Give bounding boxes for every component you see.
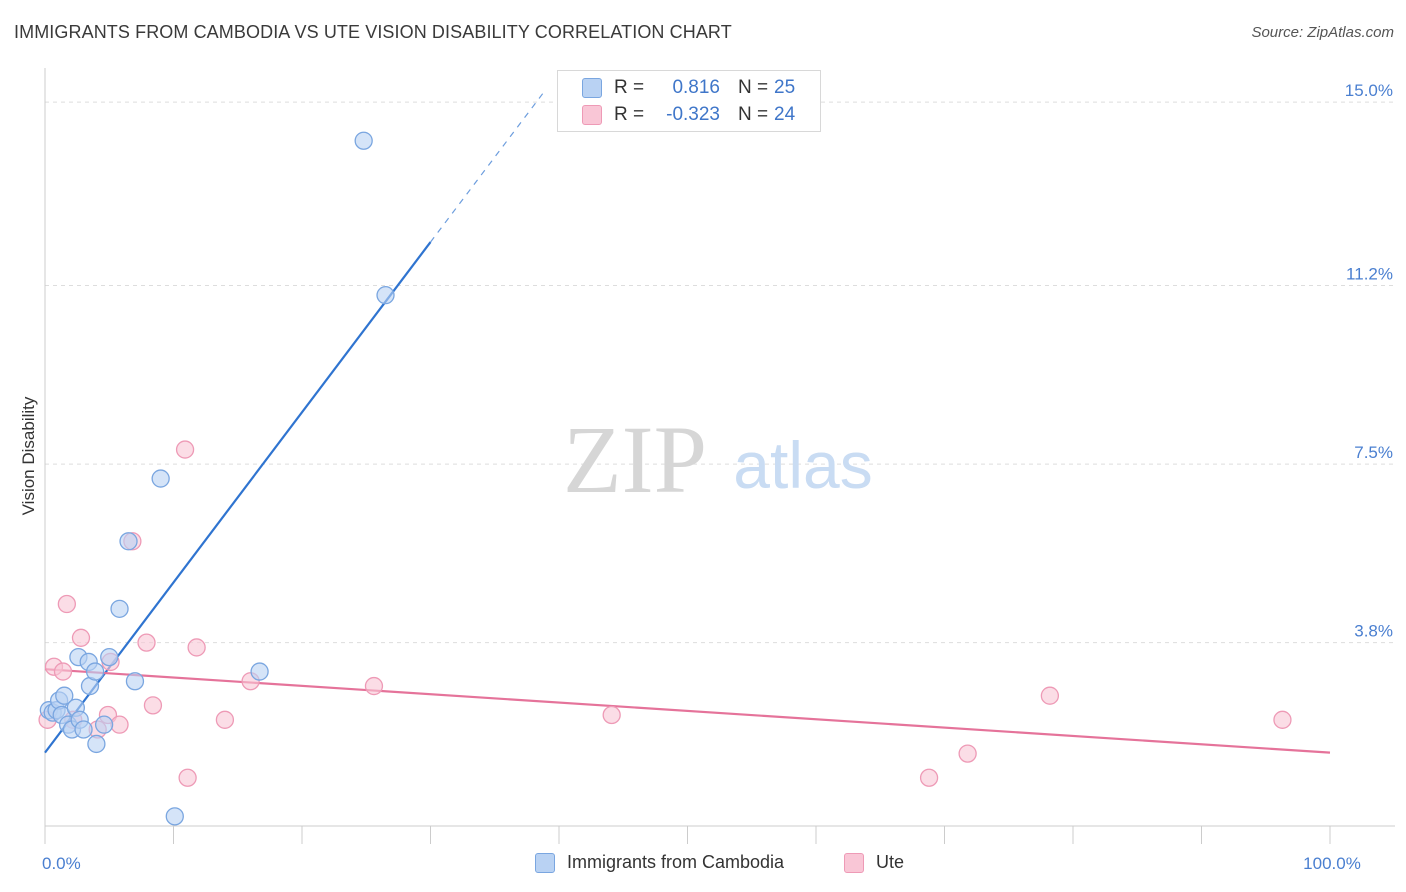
data-point-ute bbox=[71, 628, 91, 647]
source-credit: Source: ZipAtlas.com bbox=[1251, 24, 1394, 41]
data-point-ute bbox=[958, 744, 977, 763]
data-point-cambodia bbox=[87, 734, 106, 754]
gridlines bbox=[45, 101, 1395, 644]
chart-title: IMMIGRANTS FROM CAMBODIA VS UTE VISION D… bbox=[14, 22, 732, 42]
data-point-cambodia bbox=[55, 686, 74, 705]
watermark: ZIP atlas bbox=[563, 406, 873, 513]
legend-swatch-blue bbox=[535, 852, 555, 873]
series-legend: Immigrants from Cambodia Ute bbox=[0, 852, 1406, 878]
data-point-cambodia bbox=[74, 720, 93, 739]
data-point-cambodia bbox=[151, 469, 170, 488]
legend-n-label: N = bbox=[738, 104, 769, 125]
data-point-cambodia bbox=[100, 647, 119, 667]
data-point-ute bbox=[1040, 686, 1060, 705]
data-point-ute bbox=[175, 440, 195, 459]
legend-r-value: 0.816 bbox=[672, 77, 720, 98]
data-point-ute bbox=[57, 594, 76, 614]
y-tick-label: 11.2% bbox=[1346, 265, 1393, 284]
y-tick-label: 7.5% bbox=[1354, 443, 1393, 462]
data-point-ute bbox=[53, 662, 73, 681]
data-point-cambodia bbox=[376, 286, 395, 305]
data-point-cambodia bbox=[250, 662, 269, 681]
correlation-legend: R = 0.816 N = 25 R = -0.323 N = 24 bbox=[557, 70, 821, 132]
legend-label-cambodia: Immigrants from Cambodia bbox=[567, 852, 785, 872]
legend-item-cambodia[interactable]: Immigrants from Cambodia bbox=[535, 852, 784, 873]
data-point-ute bbox=[178, 768, 197, 787]
data-point-cambodia bbox=[119, 532, 138, 551]
legend-row-cambodia: R = 0.816 N = 25 bbox=[582, 75, 795, 101]
data-point-ute bbox=[919, 768, 939, 787]
data-point-ute bbox=[215, 710, 235, 729]
legend-r-label: R = bbox=[614, 104, 645, 125]
data-point-cambodia bbox=[165, 807, 184, 826]
y-tick-label: 15.0% bbox=[1345, 81, 1393, 100]
data-point-ute bbox=[602, 705, 621, 725]
legend-swatch-pink bbox=[844, 852, 864, 873]
legend-row-ute: R = -0.323 N = 24 bbox=[582, 102, 795, 128]
data-point-ute bbox=[110, 715, 129, 734]
legend-n-label: N = bbox=[738, 77, 769, 98]
legend-n-value: 25 bbox=[774, 77, 796, 98]
y-axis-label: Vision Disability bbox=[19, 396, 38, 515]
trend-line-ute bbox=[44, 668, 1331, 754]
data-point-cambodia bbox=[94, 715, 114, 734]
data-point-cambodia bbox=[110, 599, 129, 618]
watermark-zip: ZIP bbox=[563, 406, 707, 513]
data-points bbox=[38, 131, 1292, 826]
y-tick-label: 3.8% bbox=[1354, 622, 1393, 641]
x-tick-label: 0.0% bbox=[42, 854, 81, 873]
axes bbox=[44, 68, 1395, 844]
data-point-ute bbox=[364, 676, 384, 696]
watermark-atlas: atlas bbox=[733, 428, 872, 502]
data-point-ute bbox=[143, 696, 163, 715]
data-point-cambodia bbox=[125, 672, 145, 691]
data-point-ute bbox=[187, 638, 206, 657]
legend-swatch-blue bbox=[582, 78, 602, 98]
legend-label-ute: Ute bbox=[876, 852, 905, 872]
legend-r-label: R = bbox=[614, 77, 645, 98]
tick-labels: 3.8% 7.5% 11.2% 15.0% 0.0% 100.0% bbox=[42, 81, 1393, 873]
data-point-cambodia bbox=[85, 662, 105, 681]
legend-swatch-pink bbox=[582, 105, 602, 125]
trend-line-extension bbox=[430, 92, 545, 243]
data-point-ute bbox=[1273, 710, 1292, 729]
data-point-cambodia bbox=[354, 131, 373, 150]
legend-n-value: 24 bbox=[774, 104, 796, 125]
legend-r-value: -0.323 bbox=[666, 104, 720, 125]
x-tick-label: 100.0% bbox=[1303, 854, 1361, 873]
legend-item-ute[interactable]: Ute bbox=[844, 852, 904, 873]
data-point-ute bbox=[137, 633, 156, 652]
